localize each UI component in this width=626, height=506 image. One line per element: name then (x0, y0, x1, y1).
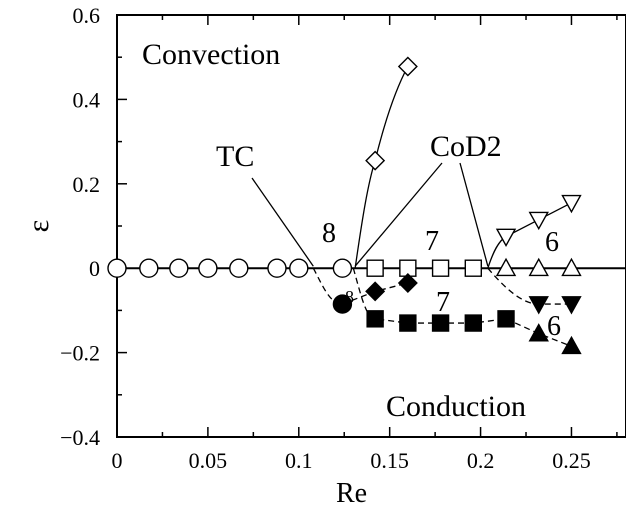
x-tick-label: 0.25 (552, 448, 591, 473)
circle-open-marker (198, 258, 218, 278)
circle-open-marker (332, 258, 353, 278)
square-filled-marker (366, 310, 384, 328)
diamond-open-marker (397, 56, 418, 77)
x-axis-label: Re (336, 478, 367, 506)
x-tick-label: 0.1 (285, 448, 313, 473)
label-cod2: CoD2 (430, 130, 502, 163)
x-tick-label: 0.05 (189, 448, 228, 473)
x-tick-label: 0.15 (370, 448, 409, 473)
triangle-down-open-marker (495, 228, 517, 247)
triangle-down-open-marker (561, 194, 582, 214)
circle-open-marker (139, 258, 159, 278)
axes-group: 0 0.05 0.1 0.15 0.2 0.25 −0.4 −0.2 0 0.2 0.4 0.6 Re ε (22, 3, 626, 506)
label-8-small: 8 (345, 287, 354, 307)
triangle-up-open-marker (528, 257, 549, 277)
y-axis-label: ε (22, 220, 55, 233)
square-filled-marker (399, 314, 417, 332)
y-tick-label: 0.2 (73, 172, 101, 197)
label-8-upper: 8 (322, 218, 336, 249)
square-open-marker (431, 259, 450, 277)
triangle-up-filled-marker (528, 323, 549, 342)
triangle-up-open-marker (561, 257, 582, 277)
square-filled-marker (497, 310, 515, 328)
triangle-up-filled-marker (561, 335, 582, 355)
circle-filled-marker (332, 294, 353, 314)
region-label-conduction: Conduction (386, 390, 526, 423)
diamond-convection-curve (354, 66, 409, 269)
annotation-labels: Convection Conduction TC CoD2 8 8 7 7 6 … (142, 38, 561, 423)
region-label-convection: Convection (142, 38, 280, 71)
diamond-filled-marker (365, 281, 386, 302)
diamond-open-marker (365, 150, 386, 171)
square-open-marker (366, 259, 384, 277)
circle-open-marker (229, 258, 249, 278)
triangle-down-filled-marker (528, 296, 549, 315)
cod2-pointer-left (354, 162, 443, 267)
tc-pointer (251, 177, 314, 267)
y-tick-label: −0.4 (60, 425, 100, 450)
x-tick-label: 0.2 (467, 448, 495, 473)
triangle-down-filled-marker (561, 296, 582, 315)
plot-frame (116, 14, 626, 438)
branch-7-conduction-dash (352, 268, 507, 324)
y-tick-label: 0 (89, 256, 100, 281)
circle-open-marker (267, 258, 287, 278)
square-open-marker (464, 259, 482, 277)
circle-open-marker (169, 258, 189, 278)
label-7-upper: 7 (425, 226, 439, 257)
square-filled-marker (431, 314, 450, 332)
circle-open-marker (289, 258, 309, 278)
label-7-lower: 7 (436, 287, 450, 318)
y-tick-label: −0.2 (60, 341, 100, 366)
label-6-upper: 6 (545, 227, 559, 258)
square-filled-marker (464, 314, 482, 332)
data-markers (107, 56, 582, 355)
circle-open-marker (107, 258, 127, 278)
diamond-filled-marker (397, 272, 418, 293)
y-tick-label: 0.4 (73, 87, 101, 112)
label-6-lower: 6 (547, 311, 561, 342)
cod2-pointer-right (459, 162, 489, 267)
x-tick-label: 0 (112, 448, 123, 473)
triangle-down-open-marker (528, 211, 549, 231)
connector-lines (251, 66, 572, 347)
triangle-up-open-marker (495, 257, 517, 277)
y-tick-label: 0.6 (73, 3, 101, 28)
label-tc: TC (216, 140, 254, 173)
